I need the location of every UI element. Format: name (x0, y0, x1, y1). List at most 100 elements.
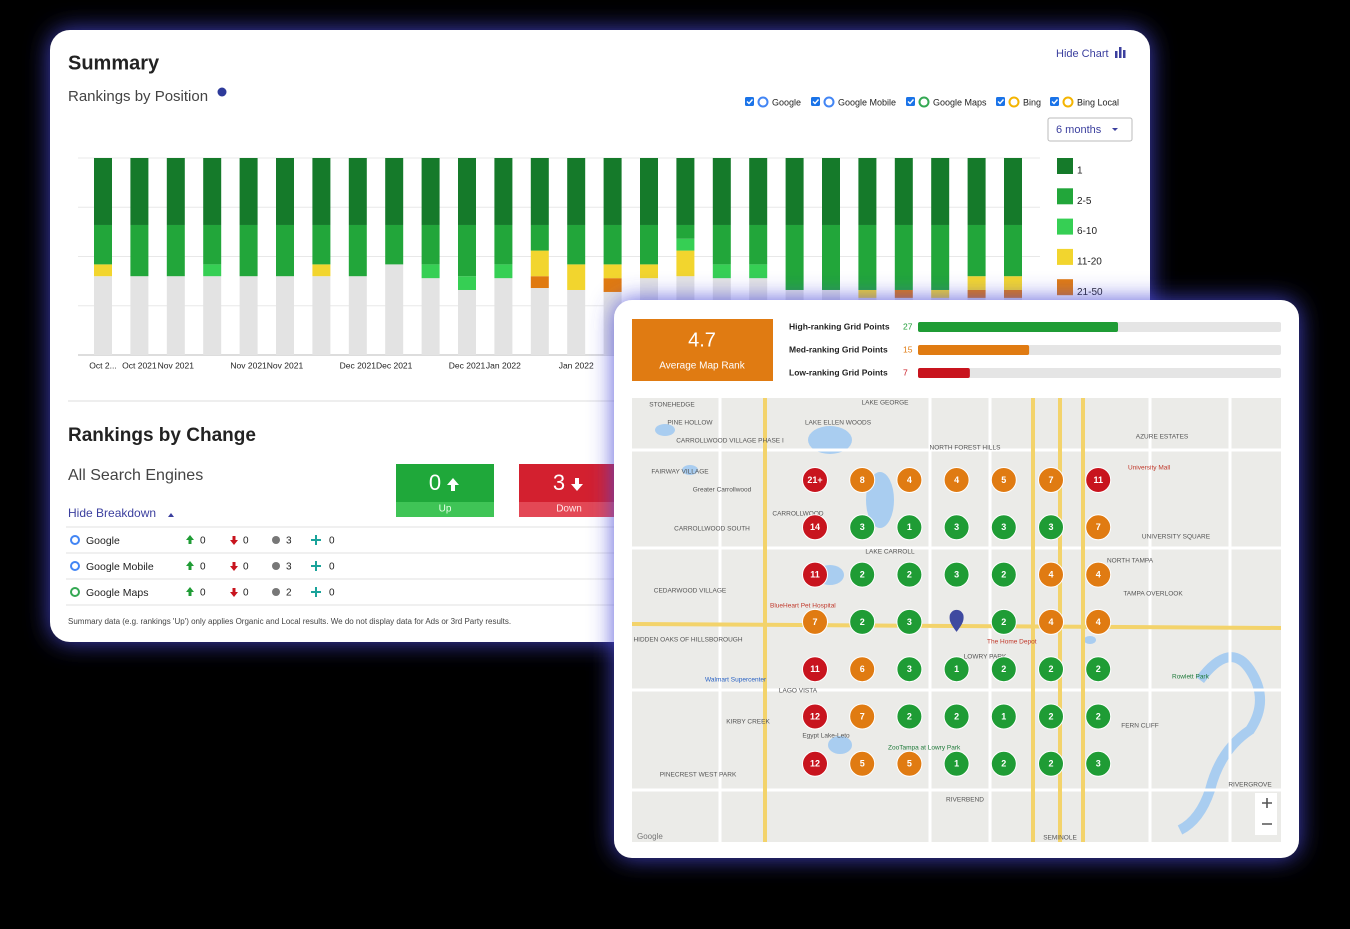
check (997, 99, 1005, 105)
bar-segment (822, 158, 840, 225)
legend-swatch (1057, 218, 1073, 235)
grid-point (896, 703, 923, 730)
grid-point (849, 514, 876, 541)
grid-rank: 7 (1048, 475, 1053, 485)
bar-segment (312, 276, 331, 355)
grid-rank: 2 (860, 617, 865, 627)
bar-segment (1004, 224, 1022, 277)
bar-segment (749, 224, 768, 265)
grid-point (1038, 750, 1064, 777)
bar-segment (967, 158, 986, 225)
down-count: 0 (243, 562, 249, 573)
grid-point (849, 561, 876, 588)
hide-chart[interactable]: Hide Chart (1056, 48, 1109, 60)
bar-segment (385, 224, 404, 265)
period-select[interactable] (1047, 117, 1133, 142)
engine-label: Bing Local (1077, 97, 1119, 107)
bar-segment (567, 264, 586, 290)
engine-name: Google Mobile (86, 561, 154, 573)
engine-label: Google Mobile (838, 97, 896, 107)
map-label: NORTH FOREST HILLS (930, 445, 1002, 452)
bar-segment (931, 224, 950, 290)
x-tick-label: Nov 2021 (158, 360, 195, 370)
checkbox[interactable] (745, 97, 754, 106)
caret (1112, 128, 1118, 131)
grid-point (896, 608, 923, 635)
map-label: LAKE ELLEN WOODS (805, 420, 872, 427)
bar-segment (894, 289, 913, 298)
map-label: UNIVERSITY SQUARE (1142, 534, 1211, 541)
checkbox[interactable] (1050, 97, 1059, 106)
toggle-breakdown[interactable]: Hide Breakdown (68, 506, 156, 520)
new-count: 0 (329, 588, 335, 599)
grid-rank: 4 (1096, 617, 1101, 627)
bar-segment (458, 289, 476, 355)
grid-rank: 3 (860, 522, 865, 532)
bar-segment (712, 224, 731, 265)
bar-segment (203, 276, 222, 355)
check (1051, 99, 1059, 105)
map-place: BlueHeart Pet Hospital (770, 603, 836, 610)
bar-segment (858, 289, 877, 298)
grid-point (1038, 561, 1064, 588)
bar-segment (458, 158, 476, 225)
tier-bar (918, 345, 1030, 355)
same-icon (272, 536, 280, 544)
bar-segment (494, 278, 513, 355)
period-label: 6 months (1056, 124, 1102, 136)
down-arrow (571, 478, 583, 491)
grid-point (1038, 514, 1064, 541)
bar-segment (494, 264, 513, 279)
bar-segment (749, 158, 768, 225)
tier-name: High-ranking Grid Points (789, 321, 890, 331)
map-label: PINE HOLLOW (667, 420, 713, 427)
checkbox[interactable] (996, 97, 1005, 106)
map-label: NORTH TAMPA (1107, 558, 1154, 565)
grid-rank: 7 (812, 617, 817, 627)
bar-segment (530, 250, 549, 277)
zoom-control[interactable] (1255, 793, 1277, 835)
engine-icon (1062, 96, 1074, 108)
zoom-icons (1262, 798, 1272, 825)
bar-segment (1004, 289, 1022, 298)
up-label: Up (439, 504, 452, 515)
bar-segment (640, 264, 658, 279)
map-label: HIDDEN OAKS OF HILLSBOROUGH (633, 637, 742, 644)
bar-segment (166, 158, 185, 225)
bar-segment (530, 158, 549, 225)
grid-point (990, 608, 1017, 635)
bar-segment (822, 224, 840, 290)
bar-segment (567, 289, 586, 355)
tier-bar (918, 368, 970, 378)
bar-segment (94, 264, 112, 277)
checkbox[interactable] (811, 97, 820, 106)
bar-segment (676, 158, 695, 225)
x-tick-label: Nov 2021 (267, 360, 304, 370)
same-icon (272, 588, 280, 596)
bar-segment (567, 224, 586, 265)
up-icon (186, 587, 194, 596)
streets (632, 398, 1281, 842)
x-tick-label: Oct 2021 (122, 360, 157, 370)
grid-rank: 4 (1096, 569, 1101, 579)
bar-segment (603, 224, 622, 265)
grid-rank: 1 (954, 759, 959, 769)
engine-icon (757, 96, 769, 108)
bar-segment (385, 158, 404, 225)
map-label: AZURE ESTATES (1136, 434, 1189, 441)
grid-point (896, 514, 923, 541)
x-tick-label: Dec 2021 (449, 360, 486, 370)
bar-segment (348, 276, 367, 355)
same-count: 3 (286, 536, 292, 547)
bar-segment (312, 158, 331, 225)
grid-rank: 3 (907, 617, 912, 627)
tier-name: Med-ranking Grid Points (789, 344, 888, 354)
grid-point (943, 656, 970, 683)
down-count: 0 (243, 536, 249, 547)
grid-rank: 11 (1093, 475, 1103, 485)
bar-segment (239, 224, 258, 277)
legend-label: 1 (1077, 166, 1083, 177)
map-label: RIVERGROVE (1228, 782, 1272, 789)
bar-segment (94, 158, 112, 225)
checkbox[interactable] (906, 97, 915, 106)
